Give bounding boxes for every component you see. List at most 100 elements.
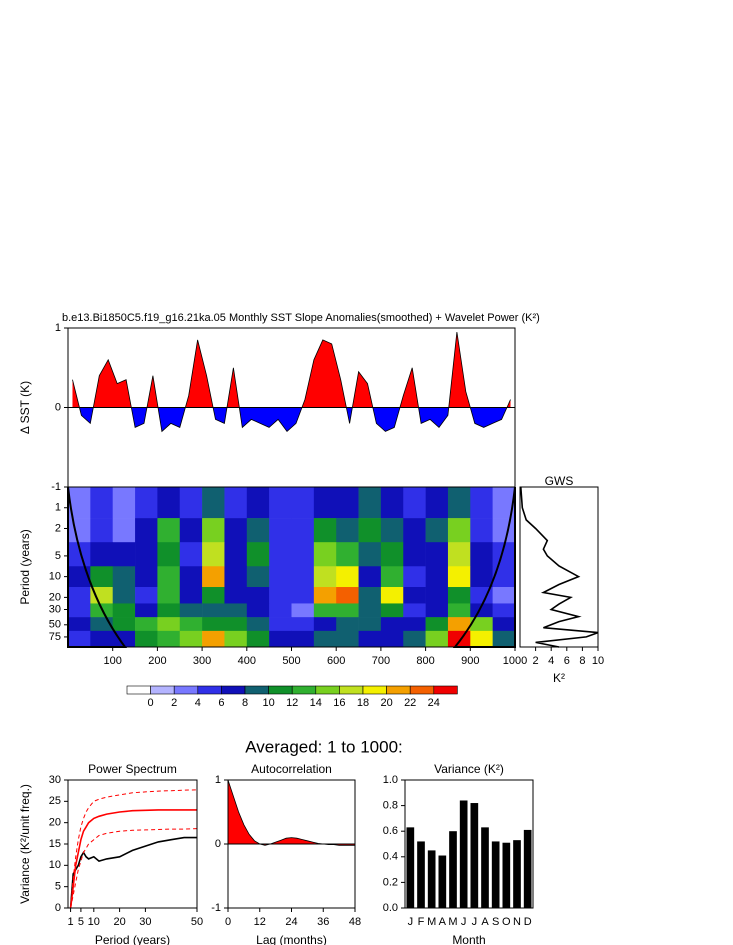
x-tick-label: J (408, 916, 414, 928)
series-line (72, 331, 511, 433)
x-tick-label: A (481, 916, 489, 928)
heatmap-cell (224, 617, 248, 632)
heatmap-cell (90, 542, 113, 567)
heatmap-cell (179, 542, 203, 567)
heatmap-cell (425, 603, 449, 618)
colorbar-box (433, 685, 458, 695)
heatmap-cell (380, 630, 404, 647)
y-tick-label: 0 (55, 401, 61, 413)
heatmap-cell (358, 566, 382, 588)
heatmap-cell (492, 487, 515, 519)
heatmap-cell (157, 603, 181, 618)
heatmap-cell (135, 617, 158, 632)
series-line (69, 809, 197, 909)
colorbar-label: 22 (404, 697, 416, 709)
area-positive (228, 780, 355, 844)
heatmap-cell (246, 603, 270, 618)
heatmap-cell (336, 542, 359, 567)
colorbar-box (126, 685, 151, 695)
heatmap-cell (202, 487, 225, 519)
area-positive (72, 332, 511, 408)
x-tick-label: 8 (579, 655, 585, 667)
area-negative (72, 407, 511, 432)
x-tick-label: 100 (104, 655, 122, 667)
heatmap-cell (470, 566, 493, 588)
y-tick-label: 10 (49, 571, 61, 583)
heatmap-cell (246, 487, 270, 519)
y-tick-label: 0.4 (383, 851, 398, 863)
chart-title: Autocorrelation (251, 762, 332, 776)
heatmap-cell (358, 617, 382, 632)
y-tick-label: 1 (55, 502, 61, 514)
x-axis-label: Month (452, 933, 485, 945)
x-tick-label: 24 (285, 916, 297, 928)
x-tick-label: M (448, 916, 457, 928)
heatmap-cell (68, 630, 91, 647)
heatmap-cell (313, 566, 337, 588)
x-tick-label: 600 (327, 655, 345, 667)
heatmap-cell (90, 566, 113, 588)
heatmap-cell (380, 603, 404, 618)
heatmap-cell (492, 587, 515, 604)
heatmap-cell (358, 518, 382, 543)
heatmap-cell (425, 587, 449, 604)
y-tick-label: 1.0 (383, 774, 398, 786)
heatmap-cell (269, 542, 292, 567)
heatmap-cell (291, 603, 315, 618)
bar (502, 842, 511, 908)
y-tick-label: 0.0 (383, 902, 398, 914)
heatmap-cell (336, 603, 359, 618)
heatmap-cell (447, 617, 471, 632)
y-tick-label: 25 (49, 795, 61, 807)
heatmap-cell (492, 617, 515, 632)
heatmap-cell (336, 587, 359, 604)
heatmap-cell (157, 587, 181, 604)
heatmap-cell (313, 617, 337, 632)
heatmap-cell (291, 566, 315, 588)
heatmap-cell (157, 617, 181, 632)
heatmap-cell (313, 630, 337, 647)
heatmap-cell (135, 566, 158, 588)
heatmap-cell (470, 518, 493, 543)
heatmap-cell (68, 587, 91, 604)
x-tick-label: N (513, 916, 521, 928)
heatmap-cell (313, 603, 337, 618)
bar (513, 840, 521, 908)
y-tick-label: 30 (49, 774, 61, 786)
heatmap-cell (90, 630, 113, 647)
x-tick-label: J (472, 916, 478, 928)
x-tick-label: A (439, 916, 447, 928)
heatmap-cell (425, 566, 449, 588)
heatmap-cell (68, 487, 91, 519)
heatmap-cell (425, 617, 449, 632)
heatmap-cell (202, 630, 225, 647)
x-tick-label: 4 (548, 655, 554, 667)
bar (406, 827, 415, 908)
heatmap-cell (403, 587, 426, 604)
x-tick-label: D (524, 916, 532, 928)
y-axis-label: Variance (K²/unit freq.) (18, 784, 32, 904)
x-tick-label: 48 (349, 916, 361, 928)
y-tick-label: -1 (51, 481, 61, 493)
heatmap-cell (68, 518, 91, 543)
colorbar-label: 20 (380, 697, 392, 709)
x-tick-label: F (418, 916, 425, 928)
y-tick-label: -1 (211, 902, 221, 914)
heatmap-cell (179, 630, 203, 647)
heatmap-cell (313, 542, 337, 567)
colorbar-box (291, 685, 317, 695)
bar (438, 855, 447, 908)
heatmap-cell (358, 542, 382, 567)
heatmap-cell (68, 617, 91, 632)
heatmap-cell (90, 518, 113, 543)
colorbar-box (197, 685, 222, 695)
colorbar-box (173, 685, 199, 695)
heatmap-cell (380, 587, 404, 604)
x-tick-label: 20 (113, 916, 125, 928)
heatmap-cell (470, 487, 493, 519)
heatmap-cell (157, 487, 181, 519)
heatmap-cell (269, 587, 292, 604)
chart-title: GWS (545, 474, 574, 488)
heatmap-cell (336, 518, 359, 543)
heatmap-cell (336, 487, 359, 519)
